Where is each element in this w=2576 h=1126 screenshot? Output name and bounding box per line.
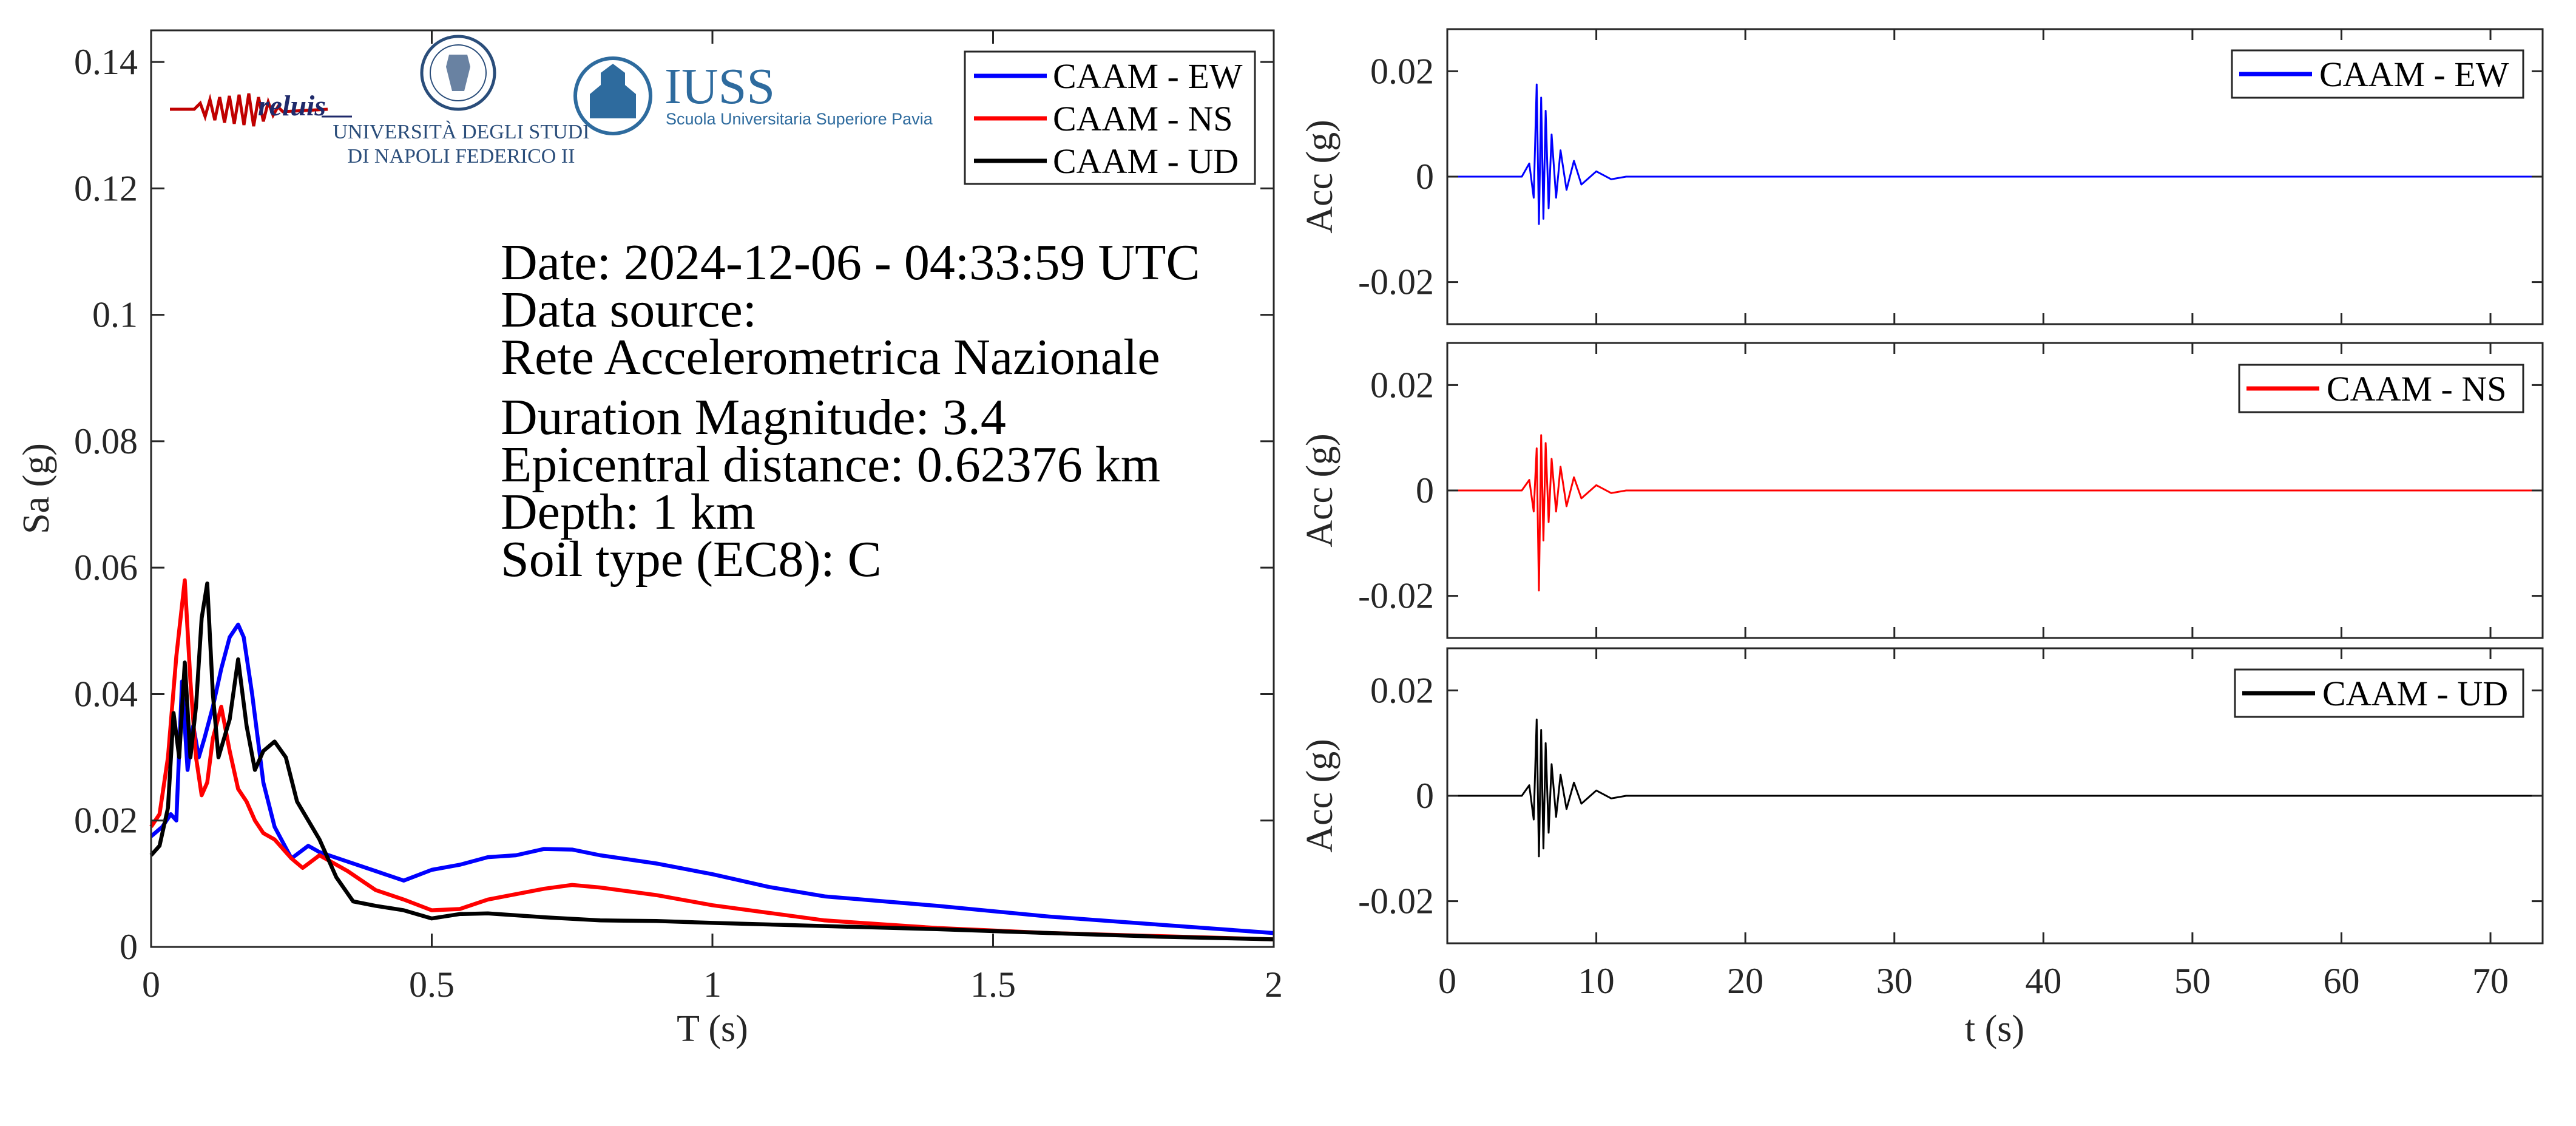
- series-line-caam-ew: [149, 622, 1274, 935]
- y-tick-label: 0: [120, 927, 138, 967]
- iuss-building-shape: [590, 64, 636, 118]
- y-tick-label: 0.02: [1370, 365, 1434, 405]
- iuss-logo: IUSS Scuola Universitaria Superiore Pavi…: [573, 56, 933, 135]
- ud-legend: CAAM - UD: [2234, 668, 2524, 718]
- x-tick-label: 70: [2472, 961, 2509, 1001]
- x-tick-label: 1: [703, 965, 722, 1005]
- x-tick-label: 30: [1876, 961, 1913, 1001]
- event-info-depth: Depth: 1 km: [501, 484, 756, 540]
- y-tick-label: 0.12: [74, 168, 138, 208]
- ew-legend: CAAM - EW: [2231, 49, 2524, 99]
- unina-logo: UNIVERSITÀ DEGLI STUDI DI NAPOLI FEDERIC…: [333, 35, 590, 168]
- spectrum-y-axis-title: Sa (g): [16, 443, 57, 534]
- series-line-caam-ns: [149, 578, 1274, 941]
- x-tick-label: 60: [2323, 961, 2359, 1001]
- x-tick-label: 0.5: [409, 965, 455, 1005]
- ns-legend: CAAM - NS: [2238, 364, 2524, 413]
- y-tick-label: 0.1: [92, 295, 138, 335]
- unina-seal-inner: [430, 44, 487, 101]
- y-tick-label: 0.04: [74, 674, 138, 714]
- x-tick-label: 1.5: [970, 965, 1016, 1005]
- unina-logo-line2: DI NAPOLI FEDERICO II: [348, 145, 575, 168]
- y-tick-label: 0: [1416, 470, 1434, 510]
- ud-trace: [1447, 718, 2543, 858]
- y-tick-label: -0.02: [1358, 576, 1434, 616]
- unina-logo-line1: UNIVERSITÀ DEGLI STUDI: [333, 121, 589, 143]
- reluis-seismogram-logo: [170, 93, 328, 127]
- event-info-magnitude: Duration Magnitude: 3.4: [501, 389, 1006, 446]
- iuss-building-logo: [573, 56, 652, 135]
- reluis-logo: reluis: [170, 90, 352, 127]
- y-tick-label: 0.02: [1370, 51, 1434, 91]
- series-line-caam-ud: [1447, 718, 2543, 858]
- x-tick-label: 0: [142, 965, 160, 1005]
- y-tick-label: 0: [1416, 157, 1434, 197]
- y-tick-label: 0: [1416, 776, 1434, 816]
- ns-ticks: -0.02 0 0.02: [1358, 343, 2543, 638]
- legend-label-ew: CAAM - EW: [1053, 56, 1243, 96]
- x-tick-label: 10: [1578, 961, 1615, 1001]
- y-tick-label: -0.02: [1358, 881, 1434, 921]
- spectrum-ticks: 0 0.5 1 1.5 2 0 0.02 0.04 0.06 0.08 0.1 0.12 0.14: [74, 30, 1283, 1005]
- event-info: Date: 2024-12-06 - 04:33:59 UTC Data sou…: [501, 234, 1200, 588]
- unina-seal-figure: [446, 55, 470, 91]
- legend-label-ud: CAAM - UD: [1053, 141, 1239, 181]
- ew-legend-label: CAAM - EW: [2319, 55, 2509, 94]
- event-info-soil: Soil type (EC8): C: [501, 531, 882, 588]
- accelerogram-ns-panel: -0.02 0 0.02 Acc (g) CAAM - NS: [1299, 342, 2544, 639]
- y-tick-label: 0.02: [74, 801, 138, 841]
- y-tick-label: -0.02: [1358, 262, 1434, 302]
- event-info-source: Rete Accelerometrica Nazionale: [501, 329, 1160, 385]
- event-info-source-label: Data source:: [501, 282, 757, 338]
- series-line-caam-ns: [1447, 434, 2543, 592]
- series-line-caam-ud: [149, 581, 1274, 941]
- x-tick-label: 40: [2025, 961, 2061, 1001]
- spectrum-legend: CAAM - EW CAAM - NS CAAM - UD: [964, 50, 1256, 185]
- ew-trace: [1447, 83, 2543, 225]
- y-tick-label: 0.02: [1370, 670, 1434, 710]
- ud-y-axis-title: Acc (g): [1299, 739, 1340, 853]
- iuss-logo-subtitle: Scuola Universitaria Superiore Pavia: [666, 110, 933, 128]
- ew-ticks: -0.02 0 0.02: [1358, 29, 2543, 324]
- x-tick-label: 2: [1265, 965, 1283, 1005]
- ns-legend-label: CAAM - NS: [2327, 369, 2507, 409]
- ud-x-axis-title: t (s): [1965, 1008, 2024, 1050]
- reluis-logo-text: reluis: [258, 90, 326, 122]
- x-tick-label: 0: [1438, 961, 1456, 1001]
- ns-y-axis-title: Acc (g): [1299, 433, 1340, 548]
- event-info-date: Date: 2024-12-06 - 04:33:59 UTC: [501, 234, 1200, 291]
- x-tick-label: 20: [1727, 961, 1763, 1001]
- series-line-caam-ew: [1447, 83, 2543, 225]
- x-tick-label: 50: [2174, 961, 2211, 1001]
- response-spectrum-panel: 0 0.5 1 1.5 2 0 0.02 0.04 0.06 0.08 0.1 0.12 0.14 T …: [16, 29, 1283, 1050]
- y-tick-label: 0.14: [74, 42, 138, 82]
- y-tick-label: 0.06: [74, 548, 138, 588]
- spectrum-lines: [149, 578, 1274, 941]
- y-tick-label: 0.08: [74, 421, 138, 461]
- iuss-logo-title: IUSS: [664, 58, 775, 115]
- ew-y-axis-title: Acc (g): [1299, 120, 1340, 234]
- ud-legend-label: CAAM - UD: [2322, 674, 2508, 713]
- spectrum-x-axis-title: T (s): [677, 1008, 748, 1050]
- legend-label-ns: CAAM - NS: [1053, 99, 1233, 138]
- event-info-distance: Epicentral distance: 0.62376 km: [501, 436, 1160, 493]
- unina-seal-logo: [420, 35, 496, 111]
- ns-trace: [1447, 434, 2543, 592]
- accelerogram-ew-panel: -0.02 0 0.02 Acc (g) CAAM - EW: [1299, 28, 2544, 325]
